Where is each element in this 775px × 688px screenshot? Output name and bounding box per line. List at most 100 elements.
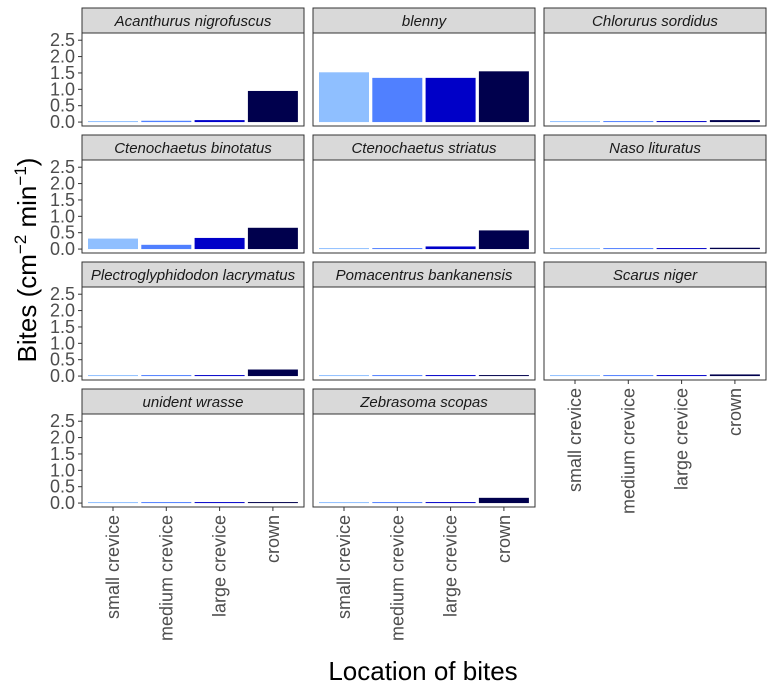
y-axis-title: Bites (cm−2 min−1): [11, 158, 42, 363]
bar: [372, 77, 423, 123]
facet-strip: [312, 134, 536, 161]
y-tick-label: 0.5: [50, 350, 75, 370]
y-axis-title-main: Bites (cm: [12, 254, 42, 362]
bar: [88, 121, 138, 123]
panel-border: [312, 32, 536, 127]
bar: [88, 502, 138, 504]
facet-strip: [312, 7, 536, 34]
y-tick-label: 2.0: [50, 428, 75, 448]
x-tick-label: medium crevice: [156, 515, 176, 641]
bar: [550, 375, 600, 377]
x-tick-label: small crevice: [334, 515, 354, 619]
facet-strip: [312, 261, 536, 288]
bar: [372, 248, 423, 250]
x-tick-label: crown: [263, 515, 283, 563]
x-tick-label: large crevice: [210, 515, 230, 617]
bar: [141, 375, 192, 377]
facet-title: blenny: [402, 13, 448, 30]
y-tick-label: 2.0: [50, 174, 75, 194]
bar: [478, 497, 529, 504]
facet-strip: [543, 7, 767, 34]
facet-title: Scarus niger: [613, 267, 698, 284]
x-axis-title: Location of bites: [328, 656, 517, 686]
bar: [550, 248, 600, 250]
y-tick-label: 1.5: [50, 63, 75, 83]
y-axis-title-sup1: −2: [11, 235, 30, 254]
bar: [194, 120, 245, 123]
bar: [319, 502, 369, 504]
bar: [88, 375, 138, 377]
bar: [603, 248, 654, 250]
facet-title: Acanthurus nigrofuscus: [114, 13, 272, 30]
panel-border: [312, 286, 536, 381]
y-tick-label: 0.0: [50, 239, 75, 259]
y-tick-label: 2.5: [50, 284, 75, 304]
bar: [425, 77, 476, 123]
facet-strip: [81, 134, 305, 161]
bar: [425, 246, 476, 250]
bar: [550, 121, 600, 123]
y-tick-label: 1.0: [50, 206, 75, 226]
panel-border: [312, 159, 536, 254]
bar: [478, 375, 529, 377]
panel-border: [81, 32, 305, 127]
y-tick-label: 2.5: [50, 157, 75, 177]
bar: [194, 375, 245, 377]
x-tick-label: medium crevice: [618, 388, 638, 514]
bar: [478, 71, 529, 123]
panel-border: [543, 159, 767, 254]
y-tick-label: 1.5: [50, 317, 75, 337]
y-tick-label: 1.0: [50, 460, 75, 480]
y-axis-title-sup2: −1: [11, 166, 30, 185]
facet-title: Plectroglyphidodon lacrymatus: [91, 267, 296, 284]
facet-title: unident wrasse: [143, 394, 244, 411]
x-tick-label: large crevice: [441, 515, 461, 617]
bar: [425, 375, 476, 377]
y-tick-label: 0.5: [50, 96, 75, 116]
bar: [88, 238, 138, 250]
panel-border: [543, 32, 767, 127]
bar: [141, 502, 192, 504]
bar: [372, 375, 423, 377]
bar: [709, 120, 760, 123]
bar: [656, 248, 707, 250]
facet-strip: [312, 388, 536, 415]
bar: [194, 237, 245, 250]
y-tick-label: 1.5: [50, 444, 75, 464]
bar: [247, 90, 298, 123]
y-tick-label: 0.0: [50, 493, 75, 513]
y-tick-label: 0.0: [50, 366, 75, 386]
facet-title: Ctenochaetus striatus: [351, 140, 497, 157]
y-axis-title-mid: min: [12, 186, 42, 235]
facet-title: Naso lituratus: [609, 140, 701, 157]
y-axis-title-end: ): [12, 158, 42, 167]
bar: [478, 230, 529, 250]
facet-strip: [81, 388, 305, 415]
bar: [319, 375, 369, 377]
facet-title: Zebrasoma scopas: [359, 394, 488, 411]
facet-title: Pomacentrus bankanensis: [336, 267, 513, 284]
y-tick-label: 2.5: [50, 30, 75, 50]
bar: [247, 227, 298, 250]
y-tick-label: 2.0: [50, 301, 75, 321]
panel-border: [312, 413, 536, 508]
y-tick-label: 0.0: [50, 112, 75, 132]
bar: [141, 120, 192, 123]
y-tick-label: 2.5: [50, 411, 75, 431]
x-tick-label: large crevice: [672, 388, 692, 490]
bar: [656, 375, 707, 377]
x-tick-label: small crevice: [103, 515, 123, 619]
y-tick-label: 1.5: [50, 190, 75, 210]
bar: [603, 121, 654, 123]
bar: [319, 72, 369, 123]
bar: [194, 502, 245, 504]
bar: [372, 502, 423, 504]
x-tick-label: crown: [725, 388, 745, 436]
facet-strip: [81, 7, 305, 34]
bar: [709, 247, 760, 250]
facet-strip: [543, 261, 767, 288]
bar: [319, 248, 369, 250]
facet-title: Ctenochaetus binotatus: [114, 140, 272, 157]
panel-border: [81, 413, 305, 508]
x-tick-label: small crevice: [565, 388, 585, 492]
